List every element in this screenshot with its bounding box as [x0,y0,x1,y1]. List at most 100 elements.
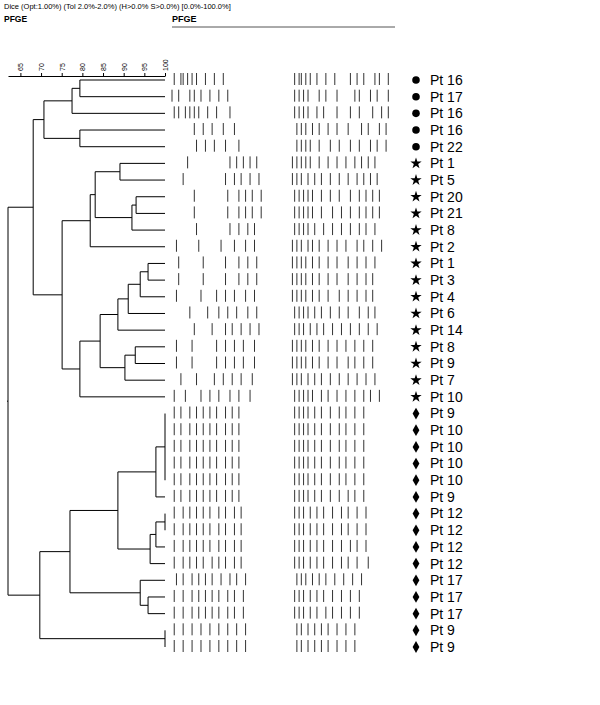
band [247,306,248,318]
band [252,206,253,218]
band [296,173,297,185]
lane [174,440,364,452]
band [332,607,333,619]
band [196,523,197,535]
band [330,457,331,469]
band [339,423,340,435]
leaf-marker-circle [412,76,420,84]
band [305,573,306,585]
band [209,640,210,652]
band [180,373,181,385]
band [238,490,239,502]
band [194,123,195,135]
band [180,423,181,435]
band [256,256,257,268]
leaf-label: Pt 10 [430,422,463,438]
band [196,473,197,485]
band [192,357,193,369]
band [357,240,358,252]
band [196,140,197,152]
band [330,306,331,318]
band [214,373,215,385]
band [294,423,295,435]
band [299,490,300,502]
band [357,256,358,268]
band [366,223,367,235]
band [174,423,175,435]
band [310,540,311,552]
band [245,573,246,585]
band [227,190,228,202]
band [241,173,242,185]
band [296,340,297,352]
band [299,223,300,235]
leaf-label: Pt 17 [430,606,463,622]
band [189,306,190,318]
band [180,457,181,469]
band [183,540,184,552]
band [294,557,295,569]
band [225,440,226,452]
band [294,407,295,419]
band [372,290,373,302]
tick-mark [165,73,166,76]
band [319,123,320,135]
band [374,223,375,235]
leaf-marker-diamond [413,458,420,470]
band [189,440,190,452]
band [312,273,313,285]
band [227,590,228,602]
band [294,507,295,519]
band [183,173,184,185]
band [330,423,331,435]
band [339,140,340,152]
band [345,640,346,652]
band [299,73,300,85]
band [361,123,362,135]
band [348,490,349,502]
band [379,190,380,202]
band [238,256,239,268]
band [337,156,338,168]
band [308,490,309,502]
band [319,573,320,585]
leaf-label: Pt 8 [430,339,455,355]
band [328,256,329,268]
band [308,173,309,185]
band [183,73,184,85]
band [348,123,349,135]
band [328,390,329,402]
band [337,123,338,135]
band [194,106,195,118]
leaf-branch [156,546,165,547]
band [294,106,295,118]
band [350,223,351,235]
band [247,256,248,268]
band [314,457,315,469]
band [312,290,313,302]
band [294,390,295,402]
lane [174,640,355,652]
band [234,240,235,252]
band [321,407,322,419]
band [319,156,320,168]
leaf-label: Pt 12 [430,522,463,538]
band [308,190,309,202]
branch [95,171,120,172]
leaf-marker-diamond [413,574,420,586]
band [354,90,355,102]
branch [95,217,132,218]
lane [190,306,375,318]
band [299,106,300,118]
band [330,190,331,202]
band [225,407,226,419]
branch [118,298,128,299]
band [354,357,355,369]
band [174,73,175,85]
band [301,573,302,585]
lane [197,140,387,152]
lane [174,407,364,419]
band [172,90,173,102]
band [174,623,175,635]
band [332,540,333,552]
